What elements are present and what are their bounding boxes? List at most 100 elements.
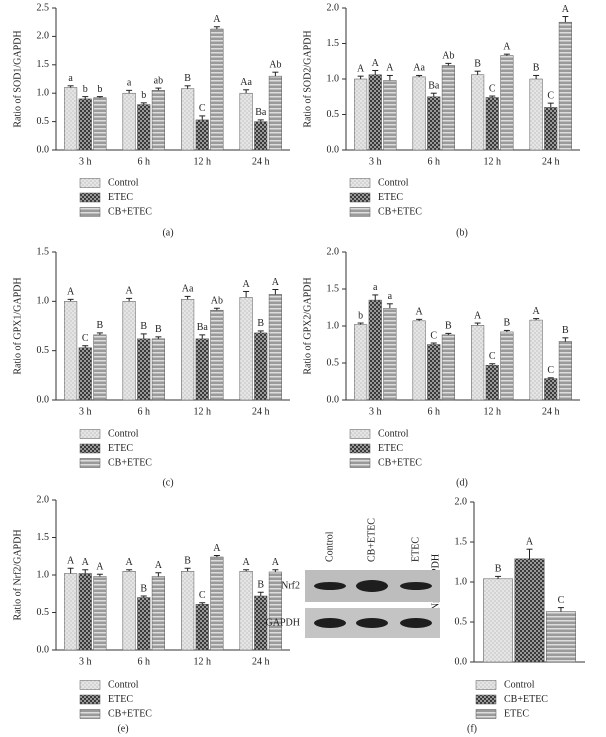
bar	[137, 597, 151, 651]
significance-label: A	[357, 63, 365, 74]
bar	[441, 65, 455, 151]
x-tick-label: 24 h	[252, 156, 270, 167]
significance-label: Ba	[255, 107, 267, 118]
significance-label: A	[67, 556, 75, 567]
significance-label: ab	[154, 75, 163, 86]
significance-label: Ab	[211, 296, 223, 307]
x-tick-label: 12 h	[194, 656, 212, 667]
legend-swatch	[79, 192, 101, 203]
legend-swatch	[475, 680, 497, 690]
blot-band	[400, 618, 432, 628]
bar	[500, 331, 514, 401]
panel-label: (f)	[467, 723, 477, 734]
y-tick-label: 0.0	[455, 656, 468, 667]
bar	[485, 364, 499, 401]
bar	[78, 98, 92, 151]
y-tick-label: 0.0	[37, 644, 50, 655]
legend-label: Control	[378, 428, 409, 439]
significance-label: B	[140, 583, 147, 594]
significance-label: A	[243, 557, 251, 568]
legend-swatch	[79, 207, 101, 217]
x-tick-label: 6 h	[428, 156, 441, 167]
legend-swatch	[475, 694, 497, 705]
significance-label: a	[373, 282, 378, 293]
x-tick-label: 24 h	[252, 406, 270, 417]
y-tick-label: 1.5	[455, 536, 468, 547]
bar	[93, 97, 107, 151]
y-tick-label: 1.0	[327, 320, 340, 331]
significance-label: b	[83, 84, 88, 95]
legend-swatch	[349, 429, 371, 439]
significance-label: B	[155, 324, 162, 335]
row-label: Nrf2	[281, 580, 300, 591]
bar	[354, 78, 368, 151]
bar	[239, 92, 253, 151]
y-tick-label: 2.0	[455, 496, 468, 507]
significance-label: B	[257, 318, 264, 329]
significance-label: Aa	[413, 63, 425, 74]
bar	[93, 576, 107, 651]
bar	[239, 571, 253, 651]
bar	[93, 334, 107, 401]
bar	[254, 332, 268, 401]
significance-label: B	[97, 320, 104, 331]
blot-band	[314, 582, 346, 590]
legend-label: Control	[378, 177, 409, 188]
x-tick-label: 24 h	[542, 156, 560, 167]
bar	[195, 338, 209, 401]
significance-label: a	[68, 73, 73, 84]
blot-band	[314, 618, 346, 628]
significance-label: A	[272, 277, 280, 288]
blot-band	[400, 582, 432, 590]
bar	[354, 324, 368, 401]
y-tick-label: 1.0	[37, 569, 50, 580]
significance-label: C	[199, 103, 206, 114]
bar	[78, 347, 92, 401]
significance-label: A	[126, 286, 134, 297]
y-tick-label: 1.0	[37, 296, 50, 307]
significance-label: A	[126, 557, 134, 568]
y-axis-label: Ratio of GPX2/GAPDH	[302, 277, 313, 374]
bar	[558, 341, 572, 401]
y-tick-label: 2.0	[37, 494, 50, 505]
significance-label: A	[272, 557, 280, 568]
y-tick-label: 2.5	[37, 2, 50, 13]
legend-swatch	[79, 680, 101, 690]
blot-band	[356, 580, 388, 592]
lane-label: CB+ETEC	[366, 518, 377, 562]
significance-label: B	[140, 321, 147, 332]
significance-label: A	[503, 41, 511, 52]
x-tick-label: 24 h	[542, 406, 560, 417]
significance-label: B	[257, 580, 264, 591]
bar	[368, 299, 382, 401]
bar	[151, 338, 165, 401]
significance-label: A	[96, 562, 104, 573]
significance-label: B	[533, 63, 540, 74]
row-label: GAPDH	[266, 617, 300, 628]
y-axis-label: Ratio of Nrf2/GAPDH	[12, 529, 23, 620]
legend-swatch	[79, 443, 101, 454]
bar	[151, 576, 165, 651]
legend-label: CB+ETEC	[378, 206, 422, 217]
legend-swatch	[79, 458, 101, 468]
y-tick-label: 0.0	[37, 394, 50, 405]
bar	[368, 74, 382, 151]
legend-swatch	[79, 709, 101, 719]
bar	[181, 571, 195, 651]
bar	[383, 80, 397, 151]
legend-label: CB+ETEC	[108, 206, 152, 217]
y-tick-label: 1.5	[327, 38, 340, 49]
x-tick-label: 3 h	[369, 406, 382, 417]
bar	[210, 28, 224, 151]
significance-label: C	[489, 83, 496, 94]
y-tick-label: 0.0	[327, 394, 340, 405]
x-tick-label: 6 h	[138, 406, 151, 417]
legend-swatch	[79, 178, 101, 188]
significance-label: a	[127, 78, 132, 89]
bar	[529, 78, 543, 151]
legend-label: Control	[504, 679, 535, 690]
legend-label: ETEC	[378, 192, 403, 203]
significance-label: C	[489, 351, 496, 362]
significance-label: A	[213, 543, 221, 554]
